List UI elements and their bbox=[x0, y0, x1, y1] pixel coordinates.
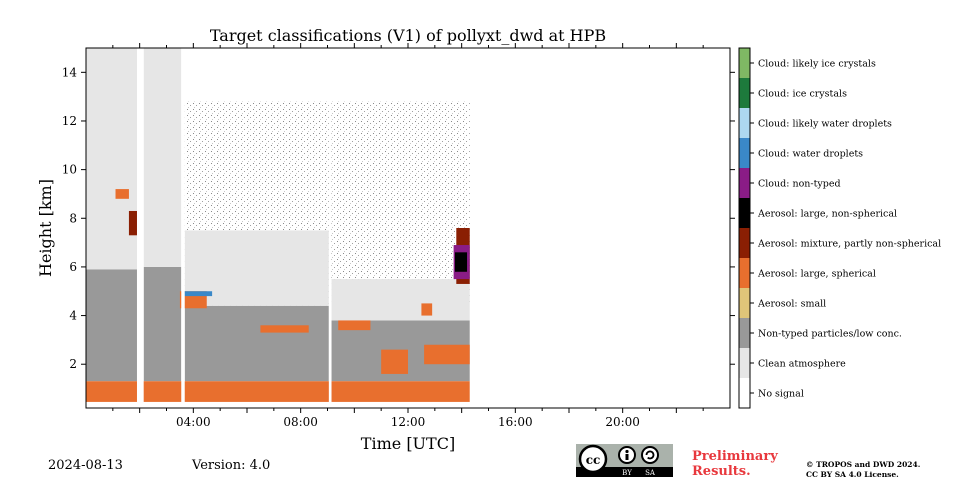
colorbar-swatch bbox=[739, 108, 750, 138]
class-region-3 bbox=[184, 305, 329, 382]
colorbar-swatch bbox=[739, 348, 750, 378]
colorbar-label: Aerosol: small bbox=[757, 299, 826, 310]
data-gap-2 bbox=[328, 48, 332, 408]
colorbar-label: Aerosol: mixture, partly non-spherical bbox=[757, 239, 941, 250]
y-tick-label: 12 bbox=[62, 114, 77, 128]
copyright-notice: © TROPOS and DWD 2024. CC BY SA 4.0 Lice… bbox=[806, 460, 956, 480]
colorbar-swatch bbox=[739, 168, 750, 198]
colorbar-label: Cloud: non-typed bbox=[758, 179, 841, 190]
y-tick-label: 14 bbox=[62, 65, 78, 79]
class-region-17 bbox=[128, 210, 139, 236]
colorbar-label: Cloud: ice crystals bbox=[758, 89, 847, 100]
license-by-label: BY bbox=[622, 469, 632, 477]
data-gap-1 bbox=[181, 48, 185, 408]
preliminary-results-label: Preliminary Results. bbox=[692, 449, 778, 479]
colorbar-swatch bbox=[739, 48, 750, 78]
class-region-0 bbox=[86, 269, 137, 382]
colorbar-label: Cloud: likely water droplets bbox=[758, 119, 892, 130]
class-region-15 bbox=[424, 344, 470, 365]
colorbar-label: Aerosol: large, spherical bbox=[757, 269, 876, 280]
x-tick-label: 16:00 bbox=[498, 415, 533, 429]
colorbar-label: Cloud: water droplets bbox=[758, 149, 863, 160]
class-region-14 bbox=[381, 349, 408, 374]
svg-text:cc: cc bbox=[586, 453, 601, 467]
colorbar-swatch bbox=[739, 138, 750, 168]
colorbar-swatch bbox=[739, 228, 750, 258]
colorbar-label: Aerosol: large, non-spherical bbox=[757, 209, 897, 220]
x-tick-label: 08:00 bbox=[283, 415, 318, 429]
y-axis-label: Height [km] bbox=[36, 179, 55, 277]
class-region-6 bbox=[143, 48, 182, 267]
y-tick-label: 6 bbox=[69, 260, 77, 274]
colorbar-label: Non-typed particles/low conc. bbox=[758, 329, 902, 340]
y-tick-label: 10 bbox=[62, 163, 77, 177]
class-region-16 bbox=[421, 303, 433, 316]
class-region-12 bbox=[260, 325, 309, 333]
colorbar-swatch bbox=[739, 288, 750, 318]
license-sa-label: SA bbox=[645, 469, 656, 477]
y-tick-label: 4 bbox=[69, 309, 77, 323]
colorbar-label: Cloud: likely ice crystals bbox=[758, 59, 876, 70]
copyright-line-2: CC BY SA 4.0 License. bbox=[806, 470, 899, 479]
colorbar-swatch bbox=[739, 378, 750, 408]
colorbar-swatch bbox=[739, 78, 750, 108]
colorbar-swatch bbox=[739, 258, 750, 288]
class-region-2 bbox=[143, 266, 182, 382]
class-region-13 bbox=[338, 320, 371, 331]
chart-title: Target classifications (V1) of pollyxt_d… bbox=[209, 26, 607, 45]
x-tick-label: 20:00 bbox=[605, 415, 640, 429]
class-region-5 bbox=[86, 48, 137, 270]
colorbar-label: No signal bbox=[758, 389, 804, 400]
x-axis-label: Time [UTC] bbox=[361, 434, 455, 453]
class-region-20 bbox=[454, 252, 468, 272]
x-tick-label: 12:00 bbox=[391, 415, 426, 429]
cc-by-sa-icon: cc BY SA bbox=[576, 444, 673, 477]
class-region-8 bbox=[331, 279, 470, 321]
data-gap-0 bbox=[136, 48, 144, 408]
copyright-line-1: © TROPOS and DWD 2024. bbox=[806, 460, 921, 469]
version-label: Version: 4.0 bbox=[192, 458, 271, 473]
colorbar-swatch bbox=[739, 198, 750, 228]
colorbar-swatch bbox=[739, 318, 750, 348]
colorbar-label: Clean atmosphere bbox=[758, 359, 846, 370]
colorbar-frame bbox=[738, 47, 751, 409]
class-region-10 bbox=[115, 189, 129, 199]
x-tick-label: 04:00 bbox=[176, 415, 211, 429]
y-tick-label: 2 bbox=[69, 357, 77, 371]
date-label: 2024-08-13 bbox=[48, 458, 123, 473]
class-region-21 bbox=[182, 291, 213, 297]
y-tick-label: 8 bbox=[69, 211, 77, 225]
